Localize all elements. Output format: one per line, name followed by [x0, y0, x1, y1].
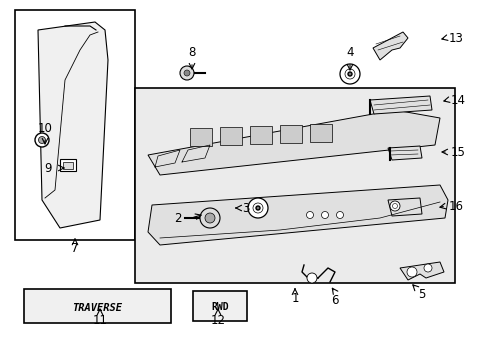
Circle shape: [336, 211, 343, 219]
Circle shape: [347, 72, 351, 76]
Text: 10: 10: [38, 122, 52, 135]
Text: 5: 5: [417, 288, 425, 302]
Circle shape: [35, 133, 49, 147]
Circle shape: [180, 66, 194, 80]
Polygon shape: [387, 146, 421, 160]
Polygon shape: [148, 110, 439, 175]
Bar: [280, 125, 302, 143]
Circle shape: [392, 203, 397, 208]
Circle shape: [183, 70, 190, 76]
Text: 15: 15: [449, 145, 465, 158]
Circle shape: [321, 211, 328, 219]
Polygon shape: [369, 96, 431, 114]
Circle shape: [339, 64, 359, 84]
Polygon shape: [372, 32, 407, 60]
Text: 6: 6: [330, 293, 338, 306]
Bar: [63, 162, 73, 169]
Bar: [249, 126, 271, 144]
Bar: [190, 128, 212, 146]
Circle shape: [306, 273, 316, 283]
Text: 2: 2: [174, 211, 182, 225]
Polygon shape: [38, 22, 108, 228]
Circle shape: [389, 201, 399, 211]
Circle shape: [306, 211, 313, 219]
FancyBboxPatch shape: [24, 289, 171, 323]
Text: 16: 16: [447, 199, 463, 212]
Text: 7: 7: [71, 242, 79, 255]
Polygon shape: [387, 198, 421, 216]
Circle shape: [345, 69, 354, 79]
Text: 4: 4: [346, 45, 353, 58]
FancyBboxPatch shape: [193, 291, 246, 321]
Text: 11: 11: [92, 314, 107, 327]
Circle shape: [39, 136, 45, 144]
Bar: [15, 10, 135, 240]
Circle shape: [256, 206, 260, 210]
Text: RWD: RWD: [211, 302, 228, 312]
Text: TRAVERSE: TRAVERSE: [72, 303, 122, 313]
Circle shape: [406, 267, 416, 277]
Circle shape: [247, 198, 267, 218]
Text: 9: 9: [44, 162, 52, 175]
Circle shape: [200, 208, 220, 228]
Bar: [220, 127, 242, 145]
Polygon shape: [148, 185, 447, 245]
Text: 3: 3: [242, 202, 249, 215]
Text: 1: 1: [291, 292, 298, 305]
Bar: [60, 159, 76, 171]
Text: 8: 8: [188, 45, 195, 58]
Text: 13: 13: [447, 31, 463, 45]
Bar: [309, 124, 331, 142]
Text: 14: 14: [449, 94, 465, 107]
Polygon shape: [399, 262, 443, 280]
Bar: [135, 88, 454, 283]
Circle shape: [423, 264, 431, 272]
Text: 12: 12: [210, 314, 225, 327]
Circle shape: [252, 203, 263, 213]
Circle shape: [204, 213, 215, 223]
